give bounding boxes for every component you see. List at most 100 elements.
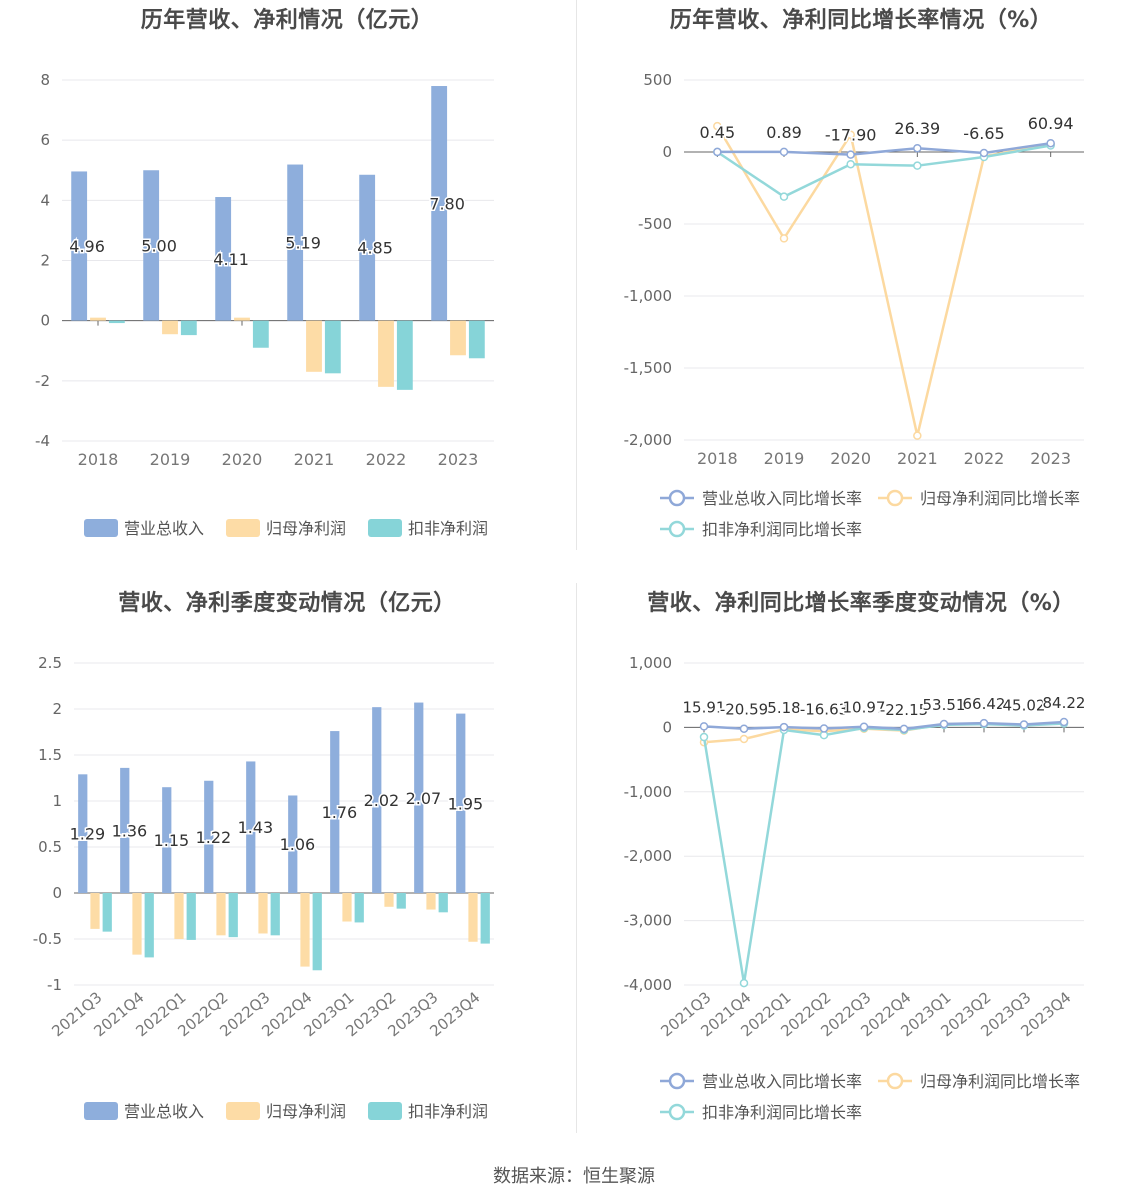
data-label: 53.51 [923,696,966,714]
x-tick-label: 2020 [222,450,263,469]
y-tick-label: 0 [52,884,62,902]
data-label: 1.29 [70,825,106,844]
y-tick-label: -3,000 [624,912,672,930]
bar-deducted-profit [228,893,238,938]
divider [576,0,577,550]
legend-label: 扣非净利润 [408,1102,488,1121]
y-tick-label: 1,000 [629,654,672,672]
data-label: 5.18 [767,699,800,717]
legend-marker [668,1072,686,1090]
bar-deducted-profit [324,320,341,374]
bar-parent-profit [378,320,394,387]
data-point [739,724,749,733]
data-label: 1.36 [112,821,148,840]
legend-marker [886,489,904,507]
quarter-values-chart: 营收、净利季度变动情况（亿元） -1 -0.5 0 0.5 1 1.5 2 2.5 2021Q3… [0,583,574,1163]
y-tick-label: 500 [643,71,672,89]
bar-parent-profit [90,317,106,321]
series-line [716,125,1051,436]
x-tick-label: 2022 [964,449,1005,468]
bar-parent-profit [258,893,268,934]
bar-parent-profit [300,893,310,967]
bar-parent-profit [216,893,226,936]
data-label: 26.39 [894,119,940,138]
data-label: -20.59 [720,701,768,719]
bar-deducted-profit [468,320,485,359]
data-point [979,718,989,728]
y-tick-label: 0 [40,312,50,330]
data-point [939,719,949,729]
bar-parent-profit [342,893,352,922]
bar-deducted-profit [270,893,280,936]
bar-deducted-profit [396,320,413,390]
data-label: 5.19 [285,234,321,253]
data-label: 1.95 [448,794,484,813]
x-tick-label: 2022 [366,450,407,469]
y-tick-label: -1 [47,976,62,994]
bar-revenue [215,197,232,321]
data-label: 4.85 [357,239,393,258]
bar-revenue [287,164,304,321]
legend-label: 扣非净利润同比增长率 [702,1103,862,1122]
bar-parent-profit [306,320,322,372]
y-tick-label: 6 [40,131,50,149]
y-tick-label: -0.5 [33,930,62,948]
y-tick-label: 0 [662,143,672,161]
legend-marker [668,1103,686,1121]
bar-parent-profit [450,320,466,356]
legend-label: 归母净利润同比增长率 [920,489,1080,508]
data-label: -17.90 [825,126,877,145]
data-point [913,431,922,440]
bar-revenue [330,731,340,893]
data-point [779,234,789,243]
bar-revenue [431,86,448,321]
data-source: 数据来源：恒生聚源 [493,1166,655,1187]
data-label: 1.06 [280,835,316,854]
legend-swatch [368,1102,402,1120]
data-point [1019,720,1029,729]
bar-revenue [372,707,382,893]
bar-parent-profit [384,893,394,907]
legend-swatch [368,519,402,537]
bar-deducted-profit [252,320,269,348]
y-tick-label: 4 [40,191,50,209]
data-point [1046,138,1055,148]
x-tick-label: 2021 [897,449,938,468]
y-tick-label: -500 [638,215,672,233]
bar-revenue [246,761,256,893]
chart-title: 历年营收、净利情况（亿元） [140,8,434,33]
data-label: 1.22 [196,828,232,847]
series-line [716,144,1051,199]
data-point [846,130,855,139]
data-label: 10.97 [843,699,886,717]
chart-title: 营收、净利季度变动情况（亿元） [118,591,456,616]
data-point [739,734,749,744]
data-point [739,978,749,988]
bar-revenue [78,774,88,893]
chart-title: 历年营收、净利同比增长率情况（%） [669,8,1053,33]
legend-label: 归母净利润 [266,1102,346,1121]
data-label: 4.96 [69,237,105,256]
legend-label: 营业总收入 [124,1102,204,1121]
bar-revenue [143,170,160,321]
legend-label: 营业总收入同比增长率 [702,489,862,508]
y-tick-label: -2,000 [624,847,672,865]
annual-values-chart: 历年营收、净利情况（亿元） -4 -2 0 2 4 6 8 2018 2019 2020 2021 2… [0,0,574,580]
y-tick-label: 8 [40,71,50,89]
divider [576,583,577,1133]
bar-deducted-profit [396,893,406,909]
data-label: -22.15 [880,701,928,719]
data-label: 1.76 [322,803,358,822]
y-tick-label: 1.5 [38,746,62,764]
data-label: 1.15 [154,831,190,850]
bar-revenue [71,171,88,321]
bar-revenue [120,767,130,893]
data-point [779,147,789,157]
x-tick-label: 2023 [1030,449,1071,468]
data-label: 66.42 [963,695,1006,713]
series-line [717,141,1051,156]
data-point [846,159,855,169]
y-tick-label: 0.5 [38,838,62,856]
data-point [819,724,829,733]
data-label: -6.65 [963,124,1004,143]
